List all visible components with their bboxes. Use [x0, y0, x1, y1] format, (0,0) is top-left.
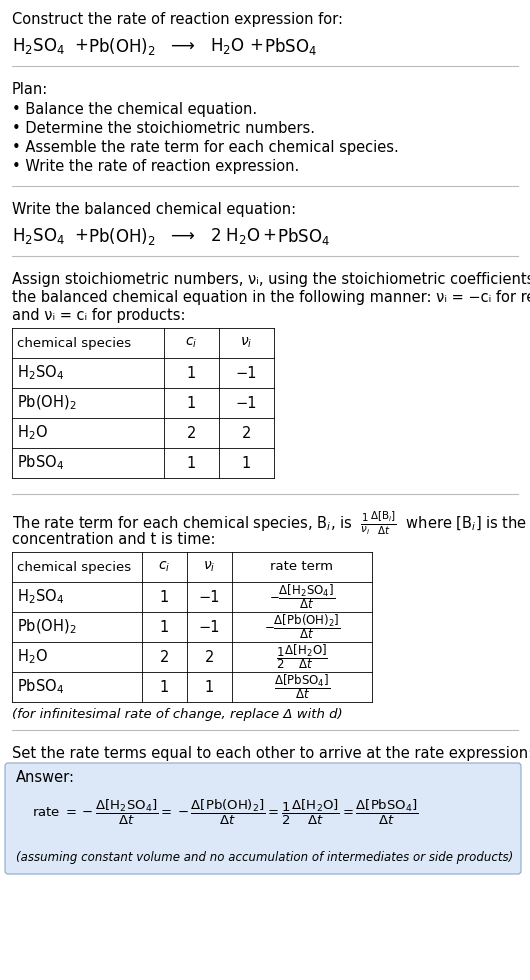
Text: $\mathregular{Pb(OH)_2}$: $\mathregular{Pb(OH)_2}$	[88, 36, 156, 57]
Text: −1: −1	[199, 619, 220, 634]
Text: $2\ \mathregular{H_2O}$: $2\ \mathregular{H_2O}$	[210, 226, 261, 246]
Text: 1: 1	[187, 456, 196, 470]
Text: $\mathregular{Pb(OH)_2}$: $\mathregular{Pb(OH)_2}$	[88, 226, 156, 247]
Text: 1: 1	[187, 396, 196, 411]
Text: $+$: $+$	[262, 226, 276, 244]
Text: and νᵢ = cᵢ for products:: and νᵢ = cᵢ for products:	[12, 308, 185, 323]
Text: $-\dfrac{\Delta[\mathrm{H_2SO_4}]}{\Delta t}$: $-\dfrac{\Delta[\mathrm{H_2SO_4}]}{\Delt…	[269, 582, 335, 612]
Text: concentration and t is time:: concentration and t is time:	[12, 532, 216, 547]
Text: $\nu_i$: $\nu_i$	[240, 336, 253, 350]
Text: Set the rate terms equal to each other to arrive at the rate expression:: Set the rate terms equal to each other t…	[12, 746, 530, 761]
Text: $\mathregular{PbSO_4}$: $\mathregular{PbSO_4}$	[17, 677, 64, 697]
Text: $\mathregular{H_2SO_4}$: $\mathregular{H_2SO_4}$	[17, 588, 64, 607]
Text: • Assemble the rate term for each chemical species.: • Assemble the rate term for each chemic…	[12, 140, 399, 155]
Text: 1: 1	[205, 679, 214, 695]
Text: Write the balanced chemical equation:: Write the balanced chemical equation:	[12, 202, 296, 217]
Text: $\mathregular{Pb(OH)_2}$: $\mathregular{Pb(OH)_2}$	[17, 617, 76, 636]
Text: the balanced chemical equation in the following manner: νᵢ = −cᵢ for reactants: the balanced chemical equation in the fo…	[12, 290, 530, 305]
Text: Plan:: Plan:	[12, 82, 48, 97]
Text: $\mathregular{H_2O}$: $\mathregular{H_2O}$	[210, 36, 245, 56]
Text: chemical species: chemical species	[17, 336, 131, 350]
Text: $\longrightarrow$: $\longrightarrow$	[167, 36, 195, 54]
Text: $c_i$: $c_i$	[158, 560, 171, 574]
Text: $\mathregular{Pb(OH)_2}$: $\mathregular{Pb(OH)_2}$	[17, 394, 76, 413]
Text: 1: 1	[242, 456, 251, 470]
Text: $\mathregular{H_2SO_4}$: $\mathregular{H_2SO_4}$	[17, 364, 64, 382]
Text: • Determine the stoichiometric numbers.: • Determine the stoichiometric numbers.	[12, 121, 315, 136]
Text: Construct the rate of reaction expression for:: Construct the rate of reaction expressio…	[12, 12, 343, 27]
Text: $+$: $+$	[74, 36, 88, 54]
Text: Assign stoichiometric numbers, νᵢ, using the stoichiometric coefficients, cᵢ, fr: Assign stoichiometric numbers, νᵢ, using…	[12, 272, 530, 287]
Text: $\mathregular{H_2O}$: $\mathregular{H_2O}$	[17, 423, 48, 442]
Text: 2: 2	[187, 425, 196, 440]
Text: −1: −1	[236, 396, 257, 411]
Text: $c_i$: $c_i$	[186, 336, 198, 350]
Text: $\longrightarrow$: $\longrightarrow$	[167, 226, 195, 244]
Text: $\mathregular{PbSO_4}$: $\mathregular{PbSO_4}$	[277, 226, 330, 247]
Text: 2: 2	[160, 650, 169, 664]
Text: $\mathregular{H_2O}$: $\mathregular{H_2O}$	[17, 648, 48, 666]
Text: 2: 2	[242, 425, 251, 440]
Text: $\mathregular{PbSO_4}$: $\mathregular{PbSO_4}$	[264, 36, 317, 57]
Text: The rate term for each chemical species, B$_i$, is  $\frac{1}{\nu_i}\frac{\Delta: The rate term for each chemical species,…	[12, 510, 530, 537]
Text: (for infinitesimal rate of change, replace Δ with d): (for infinitesimal rate of change, repla…	[12, 708, 342, 721]
FancyBboxPatch shape	[5, 763, 521, 874]
Text: $\mathregular{H_2SO_4}$: $\mathregular{H_2SO_4}$	[12, 36, 65, 56]
Text: $\dfrac{1}{2}\dfrac{\Delta[\mathrm{H_2O}]}{\Delta t}$: $\dfrac{1}{2}\dfrac{\Delta[\mathrm{H_2O}…	[276, 643, 328, 671]
Text: rate term: rate term	[270, 561, 333, 573]
Text: Answer:: Answer:	[16, 770, 75, 785]
Text: $+$: $+$	[249, 36, 263, 54]
Text: 2: 2	[205, 650, 214, 664]
Text: • Write the rate of reaction expression.: • Write the rate of reaction expression.	[12, 159, 299, 174]
Text: $\nu_i$: $\nu_i$	[204, 560, 216, 574]
Text: 1: 1	[160, 679, 169, 695]
Text: • Balance the chemical equation.: • Balance the chemical equation.	[12, 102, 257, 117]
Text: 1: 1	[160, 619, 169, 634]
Text: $+$: $+$	[74, 226, 88, 244]
Text: −1: −1	[236, 366, 257, 380]
Text: $-\dfrac{\Delta[\mathrm{Pb(OH)_2}]}{\Delta t}$: $-\dfrac{\Delta[\mathrm{Pb(OH)_2}]}{\Del…	[264, 612, 340, 641]
Text: 1: 1	[187, 366, 196, 380]
Text: −1: −1	[199, 590, 220, 605]
Text: chemical species: chemical species	[17, 561, 131, 573]
Text: $\dfrac{\Delta[\mathrm{PbSO_4}]}{\Delta t}$: $\dfrac{\Delta[\mathrm{PbSO_4}]}{\Delta …	[274, 672, 330, 702]
Text: $\mathregular{PbSO_4}$: $\mathregular{PbSO_4}$	[17, 454, 64, 472]
Text: 1: 1	[160, 590, 169, 605]
Text: $\mathregular{H_2SO_4}$: $\mathregular{H_2SO_4}$	[12, 226, 65, 246]
Text: rate $= -\dfrac{\Delta[\mathrm{H_2SO_4}]}{\Delta t} = -\dfrac{\Delta[\mathrm{Pb(: rate $= -\dfrac{\Delta[\mathrm{H_2SO_4}]…	[32, 798, 419, 826]
Text: (assuming constant volume and no accumulation of intermediates or side products): (assuming constant volume and no accumul…	[16, 851, 514, 864]
